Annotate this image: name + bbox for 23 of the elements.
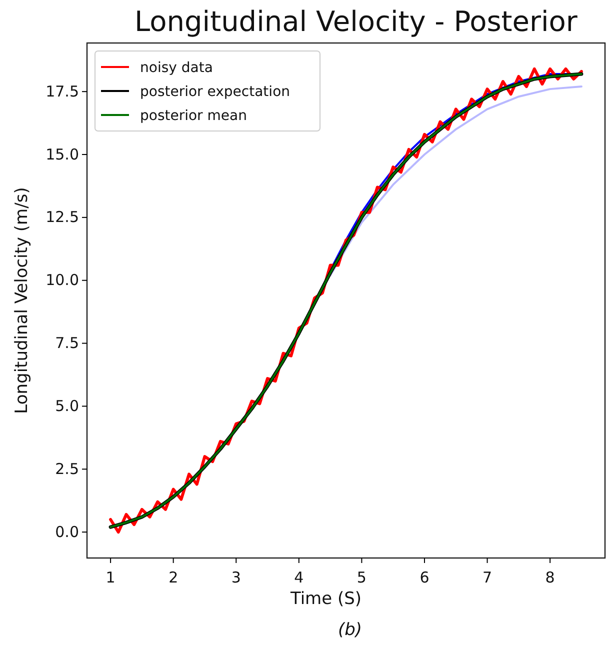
x-tick-label: 7	[482, 568, 492, 586]
x-tick-label: 8	[545, 568, 555, 586]
legend-label: posterior expectation	[140, 84, 290, 100]
x-tick-label: 2	[168, 568, 178, 586]
x-tick-label: 5	[356, 568, 366, 586]
y-tick-label: 10.0	[46, 271, 79, 290]
y-tick-label: 7.5	[55, 334, 79, 352]
y-tick-label: 15.0	[46, 145, 79, 164]
x-tick-label: 4	[294, 568, 304, 586]
text: (b)	[338, 620, 362, 640]
y-axis-title: Longitudinal Velocity (m/s)	[12, 187, 32, 414]
chart-title: Longitudinal Velocity - Posterior	[134, 5, 578, 38]
legend-label: noisy data	[140, 60, 213, 76]
x-tick-label: 3	[231, 568, 241, 586]
x-tick-label: 6	[420, 568, 430, 586]
y-tick-label: 17.5	[46, 82, 79, 100]
y-tick-label: 12.5	[46, 208, 79, 226]
y-tick-label: 2.5	[55, 460, 79, 478]
legend-label: posterior mean	[140, 108, 247, 124]
x-axis-title: Time (S)	[289, 589, 362, 609]
y-tick-label: 5.0	[55, 397, 79, 416]
y-tick-label: 0.0	[55, 522, 79, 541]
x-tick-label: 1	[106, 568, 116, 586]
